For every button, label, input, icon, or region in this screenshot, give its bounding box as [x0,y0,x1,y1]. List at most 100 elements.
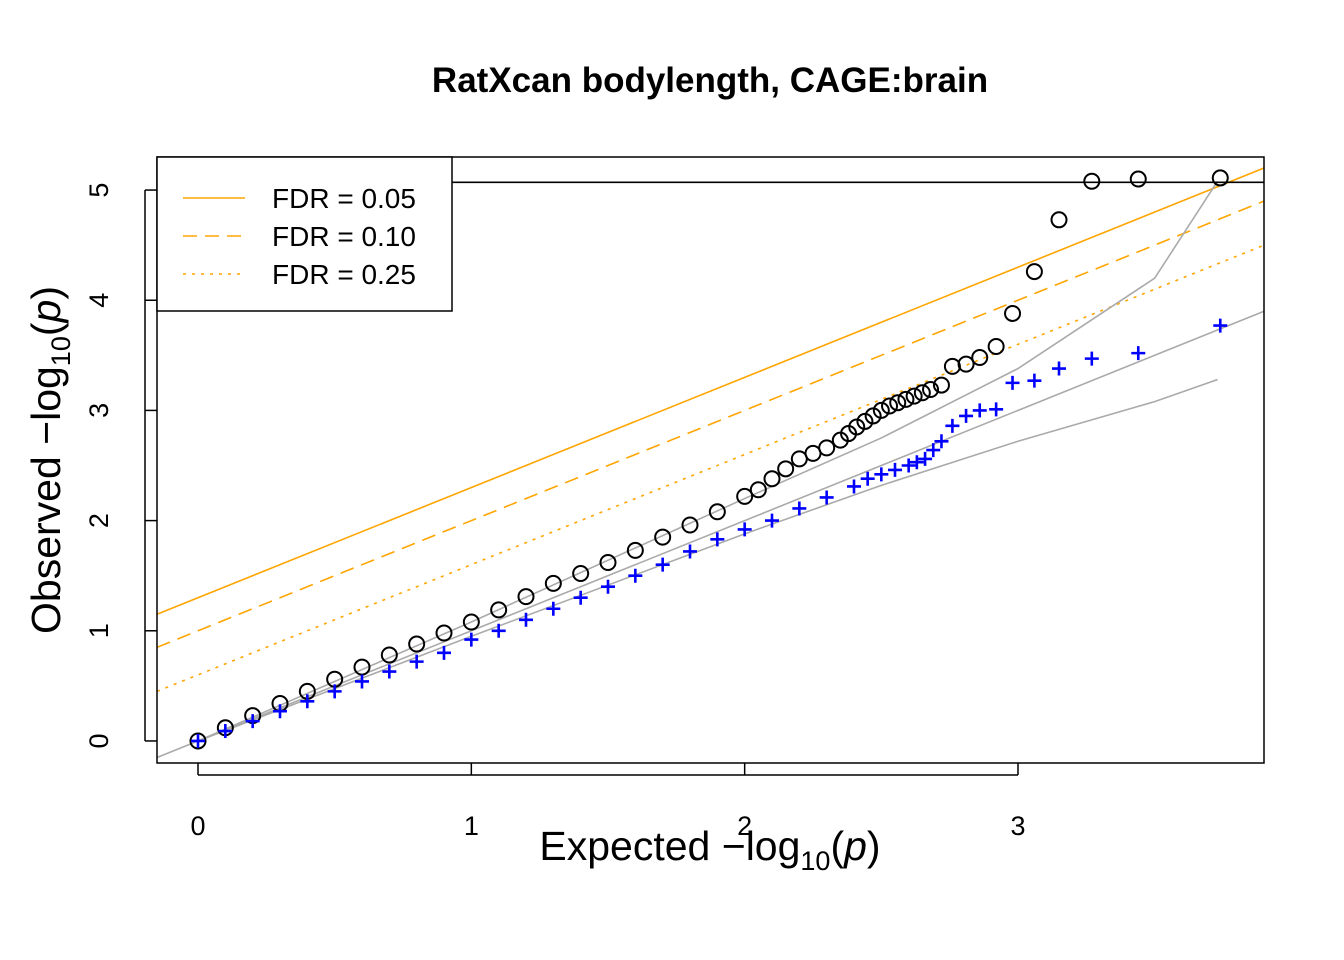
data-point [1211,169,1229,187]
data-point [300,694,315,709]
data-point [905,387,923,405]
legend-label-1: FDR = 0.10 [272,221,416,252]
data-point [972,403,987,418]
data-point [710,532,725,547]
series-0 [189,169,1229,750]
data-point [792,501,807,516]
data-point [245,714,260,729]
data-point [1004,304,1022,322]
data-point [959,408,974,423]
y-tick-label: 1 [84,623,114,638]
data-point [765,513,779,528]
reference-line-3 [157,310,1264,759]
y-tick-label: 4 [84,293,114,308]
data-point [1052,361,1066,376]
reference-line-0 [157,167,1264,615]
data-point [601,579,615,594]
y-tick-label: 3 [84,403,114,418]
data-point [464,632,479,647]
data-point [945,418,960,433]
x-axis-label-prefix: Expected −log [539,823,800,869]
y-axis-label-prefix: Observed −log [23,366,69,634]
y-axis-label-open: ( [23,322,69,336]
data-point [408,635,426,653]
data-point [655,557,670,572]
data-point [889,394,907,412]
y-axis-label: Observed −log10(p) [23,286,76,634]
y-tick-label: 0 [84,733,114,748]
y-axis-label-close: ) [23,286,69,300]
x-tick-label: 1 [464,811,479,841]
x-axis-label: Expected −log10(p) [539,823,880,876]
data-point [888,462,902,477]
data-point [897,390,915,408]
x-tick-label: 2 [737,811,752,841]
x-axis-label-open: ( [830,823,844,869]
reference-line-1 [157,200,1264,649]
data-point [517,588,535,606]
chart-title: RatXcan bodylength, CAGE:brain [432,61,988,100]
data-point [989,402,1004,417]
series-1 [191,318,1228,748]
data-point [327,684,342,699]
data-point [572,564,590,582]
data-point [881,397,899,415]
x-axis-label-close: ) [867,823,881,869]
data-point [819,490,834,505]
data-point [922,380,940,398]
data-point [737,522,752,537]
data-point [1027,373,1042,388]
data-point [544,574,562,592]
data-point [872,401,890,419]
x-tick-label: 3 [1010,811,1025,841]
data-point [818,439,836,457]
data-point [437,645,451,660]
data-point [918,451,933,466]
data-point [934,434,949,449]
data-point [654,528,672,546]
data-point [1005,375,1020,390]
data-point [1050,211,1068,229]
x-tick-label: 0 [190,811,205,841]
y-axis-label-var: p [23,300,69,325]
points [189,169,1229,750]
data-point [874,467,889,482]
data-point [909,455,924,470]
data-point [491,623,506,638]
data-point [191,733,205,748]
data-point [546,601,561,616]
reference-lines [157,167,1264,759]
data-point [519,612,533,627]
data-point [355,674,369,689]
data-point [932,376,950,394]
data-point [957,355,975,373]
data-point [987,338,1005,356]
data-point [1025,263,1043,281]
x-axis-label-subscript: 10 [800,846,830,876]
data-point [1213,318,1228,333]
data-point [913,384,931,402]
data-point [683,544,697,559]
legend-box [156,156,453,312]
legend-label-2: FDR = 0.25 [272,259,416,290]
data-point [626,541,644,559]
x-axis-label-var: p [842,823,867,869]
y-tick-label: 2 [84,513,114,528]
data-point [708,503,726,521]
data-point [218,724,233,739]
data-point [736,487,754,505]
confidence-band-upper [197,180,1219,742]
data-point [763,470,781,488]
data-point [628,568,643,583]
y-axis-label-subscript: 10 [46,336,76,366]
reference-line-2 [157,244,1264,693]
data-point [971,349,989,367]
data-point [926,443,941,458]
data-point [1083,172,1101,190]
data-point [273,704,287,719]
data-point [599,553,617,571]
data-point [1129,170,1147,188]
data-point [681,516,699,534]
data-point [749,481,767,499]
